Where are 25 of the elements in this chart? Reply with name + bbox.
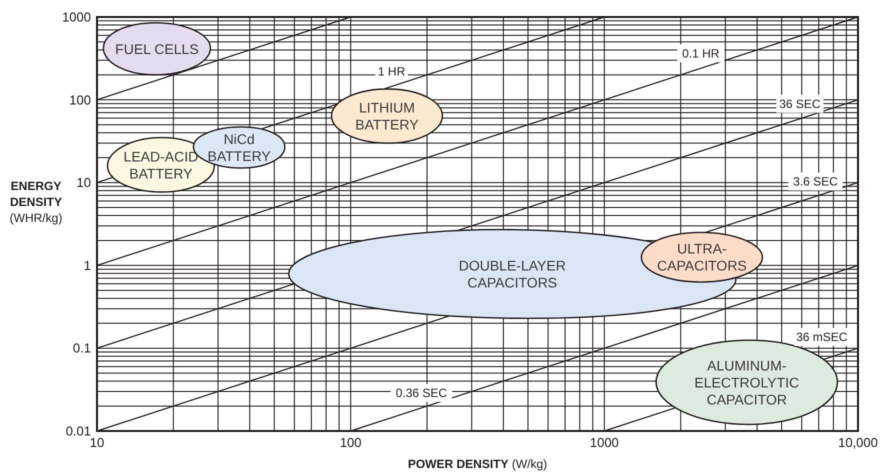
y-axis-title: ENERGY DENSITY (WHR/kg): [10, 179, 62, 225]
series-label: FUEL CELLS: [115, 40, 199, 57]
y-tick-label: 10: [76, 175, 91, 190]
series-label: ULTRA- CAPACITORS: [657, 240, 747, 274]
x-tick-label: 10: [90, 435, 104, 450]
x-tick-label: 10,000: [838, 435, 878, 450]
series-label: LEAD-ACID BATTERY: [124, 148, 198, 182]
annotation: 1 HR: [378, 64, 406, 78]
series-label: DOUBLE-LAYER CAPACITORS: [458, 257, 566, 290]
annotation: 36 SEC: [779, 96, 821, 111]
annotation: 0.36 SEC: [396, 386, 448, 400]
y-tick-label: 100: [69, 92, 91, 108]
y-tick-label: 1: [84, 258, 91, 273]
annotation: 0.1 HR: [682, 46, 720, 60]
annotation: 3.6 SEC: [793, 174, 838, 188]
x-tick-label: 100: [340, 435, 362, 450]
y-tick-label: 0.1: [72, 340, 91, 356]
annotation: 36 mSEC: [796, 330, 848, 344]
series-label: LITHIUM BATTERY: [355, 100, 420, 133]
series-label: NiCd BATTERY: [207, 130, 272, 164]
x-tick-label: 1000: [590, 435, 619, 450]
y-tick-label: 0.01: [66, 424, 91, 438]
y-tick-label: 1000: [62, 10, 91, 24]
x-axis-title: POWER DENSITY (W/kg): [408, 457, 548, 471]
series-label: ALUMINUM- ELECTROLYTIC CAPACITOR: [694, 357, 800, 408]
